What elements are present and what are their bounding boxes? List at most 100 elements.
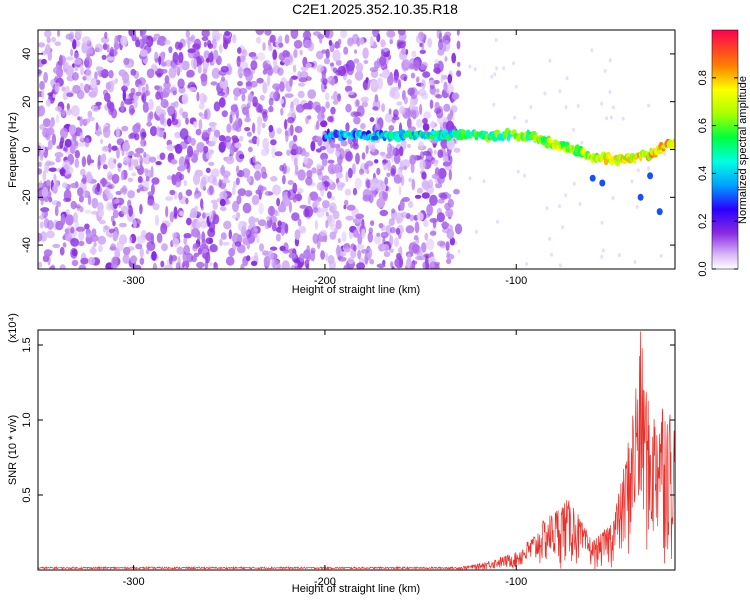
spectrogram-cell: [166, 175, 173, 180]
spectrogram-cell: [303, 39, 313, 49]
spectrogram-cell: [409, 87, 418, 100]
spectrogram-cell: [139, 49, 148, 57]
spectrogram-cell: [229, 145, 235, 157]
spectrogram-cell: [154, 85, 160, 91]
spectrogram-cell: [578, 202, 582, 206]
spectrogram-cell: [169, 211, 174, 223]
spectrogram-cell: [86, 154, 92, 166]
spectrogram-cell: [416, 212, 424, 221]
spectrogram-cell: [139, 30, 147, 36]
spectrogram-cell: [264, 30, 272, 36]
spectrogram-cell: [307, 89, 317, 99]
spectrogram-cell: [207, 127, 212, 132]
spectrogram-cell: [90, 77, 97, 89]
spectrogram-cell: [172, 90, 177, 96]
spectrogram-cell: [388, 125, 395, 132]
spectrogram-cell: [312, 233, 319, 245]
spectrogram-cell: [417, 256, 426, 261]
spectrogram-cell: [136, 235, 146, 244]
spectrogram-cell: [345, 122, 350, 132]
spectrogram-cell: [357, 249, 362, 260]
spectrogram-cell: [88, 257, 96, 265]
spectrogram-cell: [408, 177, 412, 183]
spectrogram-cell: [386, 172, 391, 177]
spectrogram-cell: [120, 170, 124, 181]
spectrogram-cell: [39, 221, 44, 229]
spectrogram-cell: [199, 92, 207, 104]
spectrogram-cell: [437, 168, 447, 179]
spectrogram-cell: [75, 204, 81, 209]
spectrogram-cell: [332, 163, 341, 174]
spectrogram-cell: [62, 197, 72, 203]
spectrogram-cell: [80, 257, 89, 265]
spectrogram-cell: [84, 58, 90, 66]
spectrogram-cell: [456, 70, 462, 77]
spectrogram-cell: [122, 246, 131, 256]
spectrogram-cell: [245, 70, 253, 82]
spectrogram-cell: [249, 94, 254, 100]
spectrogram-cell: [275, 86, 280, 94]
spectrogram-cell: [43, 71, 48, 84]
spectrogram-cell: [173, 213, 178, 220]
spectrogram-cell: [393, 109, 399, 118]
spectrogram-cell: [430, 120, 435, 129]
spectrogram-cell: [401, 159, 411, 169]
spectrogram-cell: [384, 112, 394, 123]
spectrogram-cell: [307, 115, 312, 120]
spectrogram-cell: [306, 263, 310, 269]
spectrogram-cell: [482, 179, 486, 184]
spectrogram-cell: [300, 66, 309, 71]
spectrogram-cell: [241, 93, 246, 102]
spectrogram-cell: [407, 200, 414, 209]
spectrogram-cell: [161, 243, 168, 252]
spectrogram-cell: [410, 72, 416, 79]
spectrogram-cell: [213, 261, 217, 268]
spectrogram-cell: [421, 79, 426, 90]
spectrogram-cell: [608, 90, 612, 94]
spectrogram-cell: [325, 48, 330, 59]
spectrogram-cell: [405, 258, 412, 269]
spectrogram-cell: [269, 34, 276, 43]
spectrogram-cell: [287, 180, 294, 185]
spectrogram-cell: [251, 194, 260, 206]
spectrogram-cell: [84, 209, 92, 214]
spectrogram-cell: [327, 214, 333, 224]
spectrogram-cell: [355, 243, 365, 250]
spectrogram-cell: [287, 127, 292, 137]
spectrogram-cell: [245, 229, 252, 239]
spectrogram-cell: [89, 234, 99, 242]
spectrogram-cell: [565, 76, 569, 81]
spectrogram-cell: [193, 121, 197, 128]
colorbar-tick-label: 0.6: [697, 118, 709, 133]
spectrogram-cell: [150, 166, 154, 178]
spectrogram-cell: [456, 61, 461, 67]
spectrogram-cell: [435, 94, 443, 99]
spectrogram-cell: [265, 189, 269, 197]
spectrogram-cell: [444, 56, 448, 62]
spectrogram-cell: [112, 220, 116, 227]
spectrogram-cell: [155, 105, 162, 116]
spectrogram-cell: [185, 154, 190, 165]
spectrogram-cell: [429, 86, 436, 95]
spectrogram-cell: [205, 167, 211, 173]
spectrogram-cell: [130, 87, 136, 95]
spectrogram-cell: [65, 214, 74, 226]
spectrogram-cell: [415, 77, 419, 83]
spectrogram-cell: [234, 241, 242, 247]
spectrogram-cell: [280, 227, 285, 237]
spectrogram-cell: [291, 212, 300, 222]
spectrogram-cell: [449, 237, 456, 246]
spectrogram-cell: [165, 205, 169, 218]
spectrogram-cell: [502, 66, 506, 71]
spectrogram-ylabel: Frequency (Hz): [7, 112, 19, 188]
spectrogram-cell: [172, 51, 179, 64]
spectrogram-cell: [148, 98, 154, 111]
spectrogram-cell: [183, 236, 187, 246]
spectrogram-cell: [106, 99, 112, 110]
spectrogram-cell: [427, 37, 433, 48]
spectrogram-cell: [473, 67, 477, 72]
spectrogram-cell: [203, 41, 208, 48]
spectrogram-cell: [356, 62, 364, 73]
spectrogram-cell: [512, 61, 516, 66]
spectrogram-cell: [389, 234, 394, 246]
